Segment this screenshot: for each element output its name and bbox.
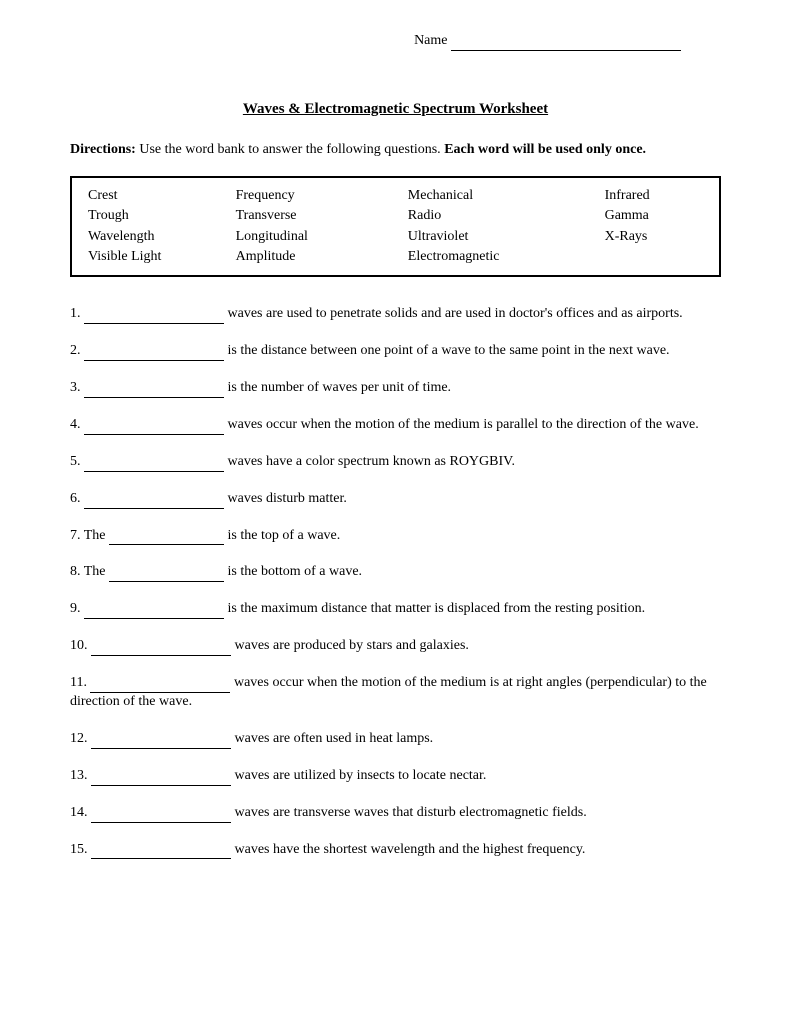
question-item: 5. waves have a color spectrum known as …	[70, 453, 721, 472]
wordbank-col-2: Frequency Transverse Longitudinal Amplit…	[236, 186, 408, 267]
question-number: 13.	[70, 768, 91, 783]
question-number: 3.	[70, 380, 84, 395]
wordbank-term: Radio	[408, 206, 605, 226]
question-item: 13. waves are utilized by insects to loc…	[70, 767, 721, 786]
question-number: 15.	[70, 842, 91, 857]
question-post-text: is the top of a wave.	[224, 528, 340, 543]
question-number: 9.	[70, 601, 84, 616]
answer-blank[interactable]	[84, 347, 224, 361]
answer-blank[interactable]	[84, 384, 224, 398]
word-bank: Crest Trough Wavelength Visible Light Fr…	[70, 176, 721, 277]
question-item: 11. waves occur when the motion of the m…	[70, 674, 721, 712]
questions-list: 1. waves are used to penetrate solids an…	[70, 305, 721, 859]
question-post-text: waves are used to penetrate solids and a…	[224, 306, 683, 321]
answer-blank[interactable]	[84, 310, 224, 324]
answer-blank[interactable]	[91, 772, 231, 786]
question-number: 4.	[70, 417, 84, 432]
question-item: 7. The is the top of a wave.	[70, 527, 721, 546]
question-item: 4. waves occur when the motion of the me…	[70, 416, 721, 435]
wordbank-term: Longitudinal	[236, 227, 408, 247]
wordbank-term: Electromagnetic	[408, 247, 605, 267]
wordbank-term: Gamma	[605, 206, 703, 226]
wordbank-term: Trough	[88, 206, 236, 226]
question-post-text: waves are often used in heat lamps.	[231, 731, 433, 746]
wordbank-term: Visible Light	[88, 247, 236, 267]
wordbank-term: X-Rays	[605, 227, 703, 247]
answer-blank[interactable]	[109, 568, 224, 582]
question-number: 7.	[70, 528, 84, 543]
wordbank-term: Amplitude	[236, 247, 408, 267]
name-label: Name	[414, 33, 447, 48]
name-field: Name	[70, 32, 681, 51]
wordbank-col-1: Crest Trough Wavelength Visible Light	[88, 186, 236, 267]
wordbank-term: Infrared	[605, 186, 703, 206]
question-number: 6.	[70, 491, 84, 506]
wordbank-term: Frequency	[236, 186, 408, 206]
question-post-text: waves are utilized by insects to locate …	[231, 768, 486, 783]
question-pre-text: The	[84, 528, 109, 543]
question-number: 1.	[70, 306, 84, 321]
question-post-text: waves occur when the motion of the mediu…	[224, 417, 699, 432]
answer-blank[interactable]	[84, 495, 224, 509]
question-item: 1. waves are used to penetrate solids an…	[70, 305, 721, 324]
question-post-text: is the distance between one point of a w…	[224, 343, 670, 358]
question-item: 14. waves are transverse waves that dist…	[70, 804, 721, 823]
question-post-text: is the number of waves per unit of time.	[224, 380, 451, 395]
question-post-text: waves disturb matter.	[224, 491, 347, 506]
wordbank-term: Transverse	[236, 206, 408, 226]
question-post-text: waves have the shortest wavelength and t…	[231, 842, 585, 857]
directions-body: Use the word bank to answer the followin…	[136, 142, 444, 157]
question-post-text: is the bottom of a wave.	[224, 564, 362, 579]
question-number: 11.	[70, 675, 90, 690]
wordbank-col-4: Infrared Gamma X-Rays	[605, 186, 703, 267]
question-item: 9. is the maximum distance that matter i…	[70, 600, 721, 619]
answer-blank[interactable]	[91, 735, 231, 749]
question-pre-text: The	[84, 564, 109, 579]
question-post-text: waves are transverse waves that disturb …	[231, 805, 587, 820]
answer-blank[interactable]	[91, 845, 231, 859]
question-item: 12. waves are often used in heat lamps.	[70, 730, 721, 749]
directions-label: Directions:	[70, 142, 136, 157]
answer-blank[interactable]	[91, 809, 231, 823]
answer-blank[interactable]	[90, 679, 230, 693]
question-item: 8. The is the bottom of a wave.	[70, 563, 721, 582]
wordbank-term: Wavelength	[88, 227, 236, 247]
question-number: 8.	[70, 564, 84, 579]
question-item: 15. waves have the shortest wavelength a…	[70, 841, 721, 860]
question-number: 5.	[70, 454, 84, 469]
question-item: 3. is the number of waves per unit of ti…	[70, 379, 721, 398]
question-post-text: waves are produced by stars and galaxies…	[231, 638, 469, 653]
answer-blank[interactable]	[84, 421, 224, 435]
question-item: 6. waves disturb matter.	[70, 490, 721, 509]
question-post-text: waves have a color spectrum known as ROY…	[224, 454, 515, 469]
name-blank[interactable]	[451, 50, 681, 51]
answer-blank[interactable]	[109, 531, 224, 545]
question-post-text: is the maximum distance that matter is d…	[224, 601, 645, 616]
question-number: 12.	[70, 731, 91, 746]
wordbank-col-3: Mechanical Radio Ultraviolet Electromagn…	[408, 186, 605, 267]
question-item: 10. waves are produced by stars and gala…	[70, 637, 721, 656]
question-number: 14.	[70, 805, 91, 820]
question-item: 2. is the distance between one point of …	[70, 342, 721, 361]
question-number: 2.	[70, 343, 84, 358]
wordbank-term: Mechanical	[408, 186, 605, 206]
question-number: 10.	[70, 638, 91, 653]
wordbank-term: Ultraviolet	[408, 227, 605, 247]
worksheet-title: Waves & Electromagnetic Spectrum Workshe…	[70, 99, 721, 119]
wordbank-term: Crest	[88, 186, 236, 206]
answer-blank[interactable]	[91, 642, 231, 656]
directions-emphasis: Each word will be used only once.	[444, 142, 646, 157]
answer-blank[interactable]	[84, 605, 224, 619]
directions: Directions: Use the word bank to answer …	[70, 141, 721, 160]
answer-blank[interactable]	[84, 458, 224, 472]
